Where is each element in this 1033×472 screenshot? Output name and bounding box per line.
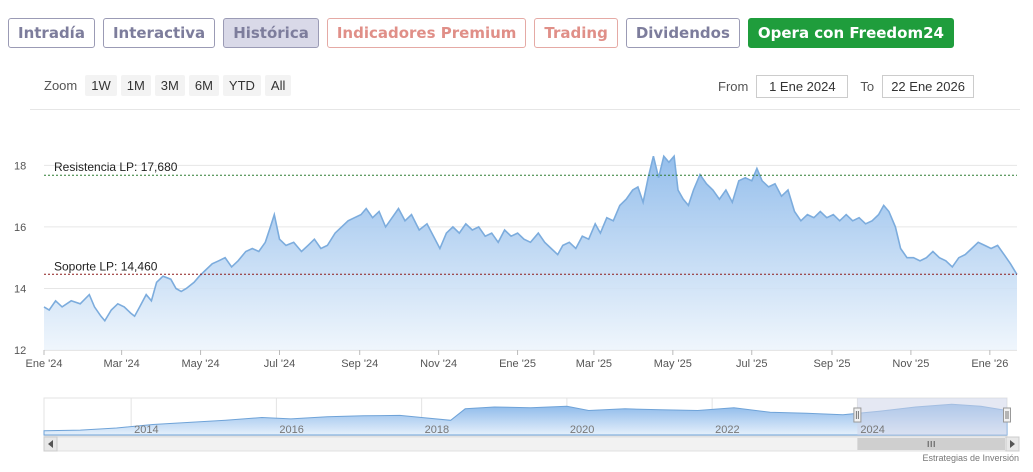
reference-lines: Resistencia LP: 17,680 Soporte LP: 14,460 [44, 160, 1017, 275]
zoom-label: Zoom [44, 78, 78, 93]
navigator[interactable]: 2014 2016 2018 2020 2022 2024 [0, 395, 1033, 455]
x-tick-label: Nov '24 [420, 358, 457, 370]
x-tick-label: Sep '24 [341, 358, 378, 370]
x-tick-label: Ene '24 [26, 358, 63, 370]
zoom-1m-button[interactable]: 1M [120, 75, 151, 96]
price-line [43, 154, 1018, 323]
zoom-1w-button[interactable]: 1W [85, 75, 117, 96]
y-tick-label: 12 [14, 345, 26, 357]
x-tick-label: Nov '25 [892, 358, 929, 370]
from-label: From [718, 79, 749, 94]
x-tick-label: Ene '25 [499, 358, 536, 370]
reference-line-label: Resistencia LP: 17,680 [54, 160, 178, 174]
zoom-6m-button[interactable]: 6M [188, 75, 219, 96]
x-tick-label: Sep '25 [813, 358, 850, 370]
navigator-label: 2022 [715, 424, 739, 436]
x-tick-label: Jul '25 [736, 358, 767, 370]
opera-freedom24-button[interactable]: Opera con Freedom24 [747, 18, 954, 48]
navigator-handles [853, 407, 1011, 423]
chart-tabs: Intradía Interactiva Histórica Indicador… [8, 18, 954, 48]
y-tick-label: 18 [14, 160, 26, 172]
tab-historica[interactable]: Histórica [223, 18, 319, 48]
reference-line-label: Soporte LP: 14,460 [54, 259, 158, 273]
tab-indicadores-premium[interactable]: Indicadores Premium [326, 18, 527, 48]
navigator-label: 2020 [570, 424, 594, 436]
x-tick-label: Ene '26 [971, 358, 1008, 370]
zoom-ytd-button[interactable]: YTD [222, 75, 261, 96]
tab-intradia[interactable]: Intradía [8, 18, 95, 48]
x-tick-label: Jul '24 [264, 358, 295, 370]
arrow-left-icon [48, 440, 53, 448]
y-tick-label: 14 [14, 283, 26, 295]
x-tick-label: May '25 [654, 358, 692, 370]
navigator-label: 2018 [425, 424, 449, 436]
credit-text: Estrategias de Inversión [922, 453, 1019, 463]
navigator-label: 2016 [279, 424, 303, 436]
zoom-controls: Zoom 1W 1M 3M 6M YTD All [44, 75, 292, 96]
price-area [44, 156, 1017, 350]
navigator-handle-right[interactable] [1003, 407, 1011, 423]
navigator-labels: 2014 2016 2018 2020 2022 2024 [134, 424, 885, 436]
to-label: To [860, 79, 875, 94]
tab-interactiva[interactable]: Interactiva [102, 18, 216, 48]
from-date-input[interactable]: 1 Ene 2024 [756, 75, 849, 98]
y-axis: 12 14 16 18 [14, 160, 26, 357]
x-tick-label: Mar '25 [576, 358, 612, 370]
arrow-right-icon [1010, 440, 1015, 448]
x-tick-label: Mar '24 [103, 358, 139, 370]
x-axis: Ene '24 Mar '24 May '24 Jul '24 Sep '24 Nov '… [26, 349, 1017, 370]
navigator-handle-left[interactable] [853, 407, 862, 423]
x-tick-label: May '24 [181, 358, 219, 370]
to-date-input[interactable]: 22 Ene 2026 [882, 75, 975, 98]
divider [30, 109, 1020, 110]
grip-icon [927, 441, 935, 447]
y-tick-label: 16 [14, 222, 26, 234]
zoom-all-button[interactable]: All [264, 75, 292, 96]
navigator-label: 2014 [134, 424, 158, 436]
zoom-3m-button[interactable]: 3M [154, 75, 185, 96]
price-chart[interactable]: 12 14 16 18 Ene '24 Mar '24 May '24 Jul '24 Sep… [0, 110, 1033, 380]
navigator-label: 2024 [860, 424, 884, 436]
date-range: From 1 Ene 2024 To 22 Ene 2026 [718, 75, 975, 98]
tab-trading[interactable]: Trading [534, 18, 618, 48]
tab-dividendos[interactable]: Dividendos [625, 18, 740, 48]
navigator-selection[interactable] [857, 398, 1007, 435]
